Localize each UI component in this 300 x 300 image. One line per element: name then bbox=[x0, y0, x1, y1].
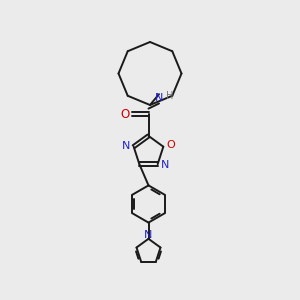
Text: N: N bbox=[144, 230, 153, 240]
Text: O: O bbox=[166, 140, 175, 151]
Text: N: N bbox=[155, 93, 163, 103]
Text: H: H bbox=[166, 91, 173, 101]
Text: N: N bbox=[161, 160, 169, 170]
Text: N: N bbox=[122, 141, 131, 151]
Text: O: O bbox=[120, 107, 130, 121]
